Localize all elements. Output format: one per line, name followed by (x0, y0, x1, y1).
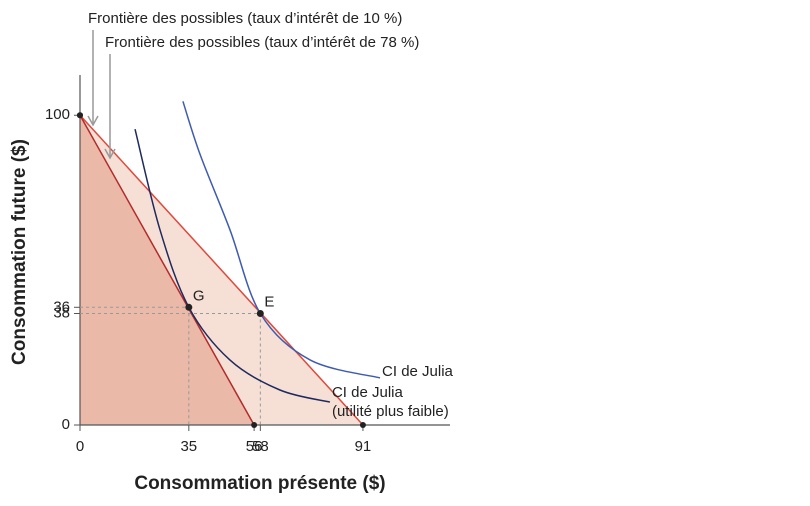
arrow-head (104, 148, 116, 160)
point-label: E (264, 293, 274, 310)
x-tick-label: 56 (246, 438, 263, 455)
arrow-head (87, 115, 99, 127)
x-axis-title: Consommation présente ($) (134, 473, 385, 494)
curve-note: (utilité plus faible) (332, 403, 449, 420)
point (185, 303, 193, 311)
x-tick-label: 91 (355, 438, 372, 455)
series-line (182, 101, 381, 379)
x-tick-label: 35 (180, 438, 197, 455)
y-tick-label: 38 (53, 304, 70, 321)
x-tick-label: 0 (76, 438, 84, 455)
frontier-label: Frontière des possibles (taux d’intérêt … (88, 10, 402, 27)
series-line (134, 129, 331, 403)
point-label: G (193, 287, 205, 304)
y-tick-label: 0 (62, 416, 70, 433)
curve-label: CI de Julia (332, 384, 404, 401)
y-axis-title: Consommation future ($) (9, 139, 30, 365)
arrows (87, 30, 116, 160)
y-tick-label: 36 (53, 298, 70, 315)
frontier-label: Frontière des possibles (taux d’intérêt … (105, 34, 419, 51)
endpoint (251, 422, 258, 428)
point (256, 309, 264, 317)
series-line (79, 114, 364, 426)
endpoint (77, 112, 83, 119)
curve-label: CI de Julia (382, 363, 454, 380)
series-line (79, 114, 255, 426)
endpoint (359, 422, 366, 428)
y-tick-label: 100 (45, 106, 70, 123)
x-tick-label: 58 (252, 438, 269, 455)
